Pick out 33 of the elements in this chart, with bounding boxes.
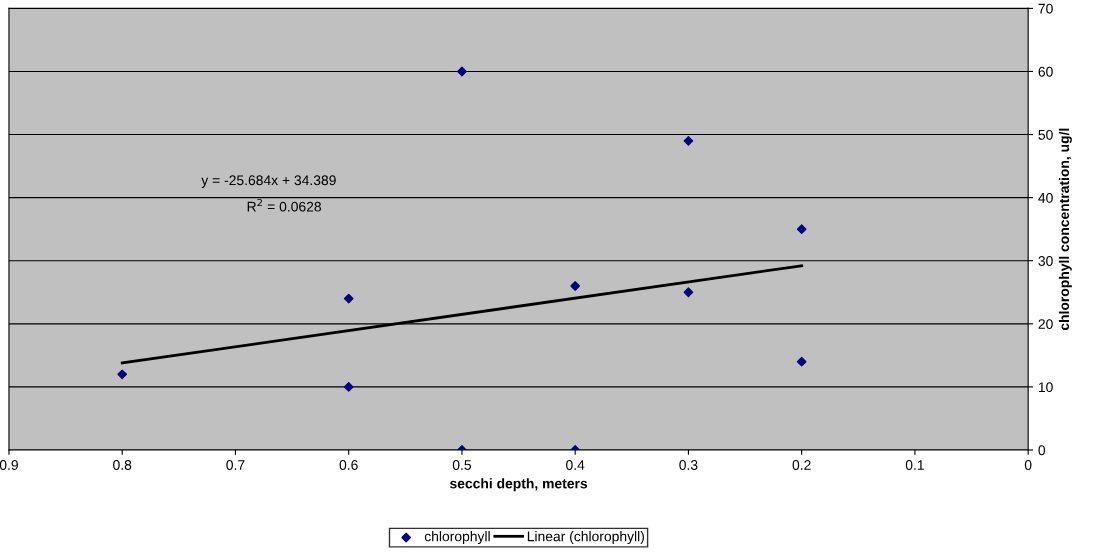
y-tick-label: 60 — [1038, 66, 1053, 77]
point — [570, 281, 581, 291]
annotation: y = -25.684x + 34.389 — [201, 175, 336, 188]
y-tick-label: 70 — [1038, 3, 1053, 14]
point — [343, 382, 354, 392]
y-tick-label: 0 — [1038, 445, 1046, 456]
x-tick-label: 0.8 — [113, 460, 132, 470]
y-axis-title: chlorophyll concentration, ug/l — [1058, 128, 1072, 331]
point — [683, 136, 694, 146]
y-tick-label: 40 — [1038, 192, 1053, 203]
point — [683, 287, 694, 298]
point — [796, 224, 807, 235]
x-tick-label: 0.1 — [905, 460, 924, 470]
y-tick-label: 30 — [1038, 256, 1053, 266]
annotation: R$^{2}$ = 0.0628 — [247, 198, 322, 212]
x-tick-label: 0.7 — [226, 460, 245, 470]
x-tick-label: 0 — [1024, 460, 1032, 470]
point — [457, 66, 467, 77]
x-tick-label: 0.2 — [792, 460, 811, 470]
point — [117, 369, 128, 380]
x-tick-label: 0.9 — [0, 460, 18, 470]
x-tick-label: 0.6 — [339, 460, 358, 470]
x-tick-label: 0.5 — [452, 460, 472, 470]
legend-label: chlorophyll — [424, 531, 490, 545]
y-tick-label: 50 — [1038, 129, 1053, 140]
point — [343, 293, 354, 304]
x-tick-label: 0.4 — [566, 460, 585, 470]
legend-label: Linear (chlorophyll) — [527, 531, 644, 545]
x-axis-title: secchi depth, meters — [449, 478, 588, 492]
point — [796, 356, 807, 367]
y-tick-label: 20 — [1038, 319, 1053, 329]
y-tick-label: 10 — [1038, 382, 1053, 393]
x-tick-label: 0.3 — [679, 460, 698, 470]
